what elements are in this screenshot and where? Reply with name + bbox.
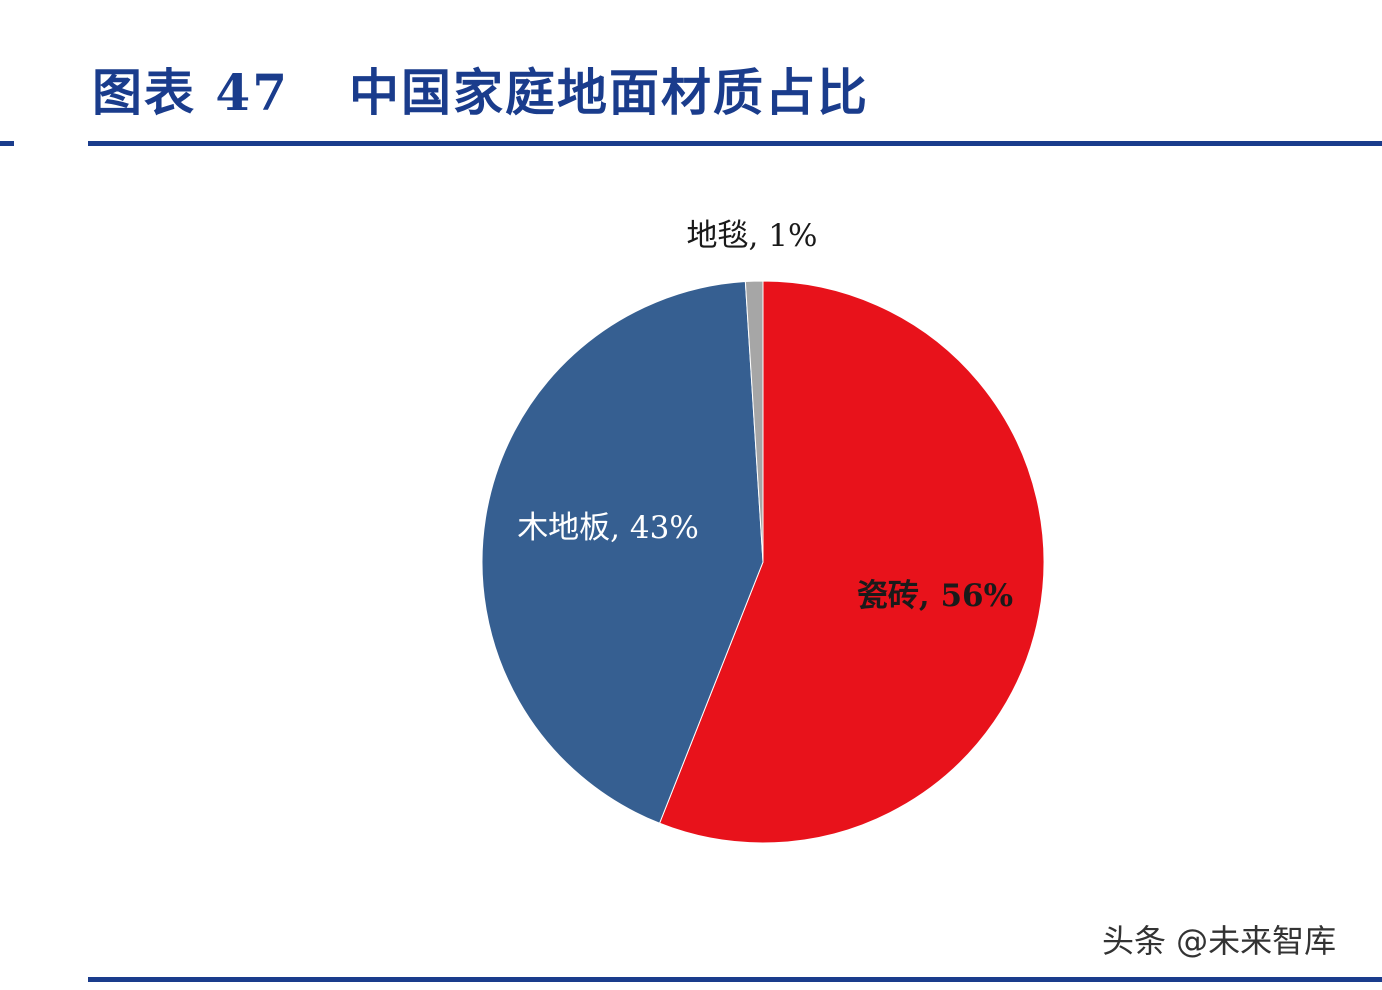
header-rule [88, 141, 1382, 146]
pie-slice-3 [744, 280, 764, 563]
pie-slice-1 [658, 280, 1045, 844]
slice-label-3: 地毯, 1% [687, 218, 818, 254]
top-left-rule [0, 141, 14, 146]
figure-title: 图表 47 中国家庭地面材质占比 [92, 68, 869, 118]
figure-title-text: 中国家庭地面材质占比 [349, 63, 869, 122]
pie-slice-2 [481, 281, 764, 824]
figure-number: 图表 47 [92, 63, 289, 122]
footer-rule [88, 977, 1382, 982]
slice-label-2: 木地板, 43% [517, 510, 699, 546]
slice-label-1: 瓷砖, 56% [857, 578, 1013, 614]
watermark-text: 头条 @未来智库 [1102, 922, 1337, 960]
